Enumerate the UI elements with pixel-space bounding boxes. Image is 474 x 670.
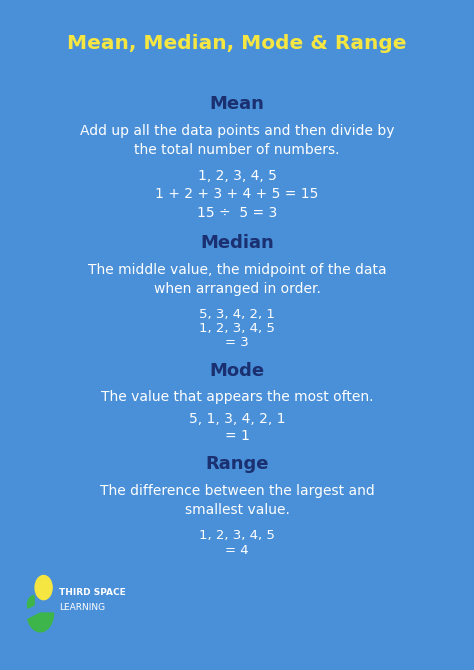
Text: 1, 2, 3, 4, 5: 1, 2, 3, 4, 5 [198, 169, 276, 182]
Text: Mean, Median, Mode & Range: Mean, Median, Mode & Range [67, 34, 407, 53]
Text: Mode: Mode [210, 362, 264, 379]
Text: 5, 1, 3, 4, 2, 1: 5, 1, 3, 4, 2, 1 [189, 412, 285, 425]
Text: 1, 2, 3, 4, 5: 1, 2, 3, 4, 5 [199, 322, 275, 335]
Text: = 4: = 4 [225, 544, 249, 557]
Text: Range: Range [205, 455, 269, 472]
Text: THIRD SPACE: THIRD SPACE [59, 588, 126, 598]
Text: Add up all the data points and then divide by
the total number of numbers.: Add up all the data points and then divi… [80, 125, 394, 157]
Text: The difference between the largest and
smallest value.: The difference between the largest and s… [100, 484, 374, 517]
Text: 1 + 2 + 3 + 4 + 5 = 15: 1 + 2 + 3 + 4 + 5 = 15 [155, 188, 319, 201]
Text: = 3: = 3 [225, 336, 249, 349]
Text: The value that appears the most often.: The value that appears the most often. [101, 390, 373, 403]
Text: = 1: = 1 [225, 429, 249, 442]
Text: LEARNING: LEARNING [59, 603, 105, 612]
Text: 1, 2, 3, 4, 5: 1, 2, 3, 4, 5 [199, 529, 275, 543]
Text: Mean: Mean [210, 95, 264, 113]
Text: 5, 3, 4, 2, 1: 5, 3, 4, 2, 1 [199, 308, 275, 321]
Text: Median: Median [200, 234, 274, 251]
Text: The middle value, the midpoint of the data
when arranged in order.: The middle value, the midpoint of the da… [88, 263, 386, 295]
Text: 15 ÷  5 = 3: 15 ÷ 5 = 3 [197, 206, 277, 220]
Wedge shape [27, 596, 34, 608]
Circle shape [35, 576, 52, 600]
Wedge shape [28, 613, 54, 632]
